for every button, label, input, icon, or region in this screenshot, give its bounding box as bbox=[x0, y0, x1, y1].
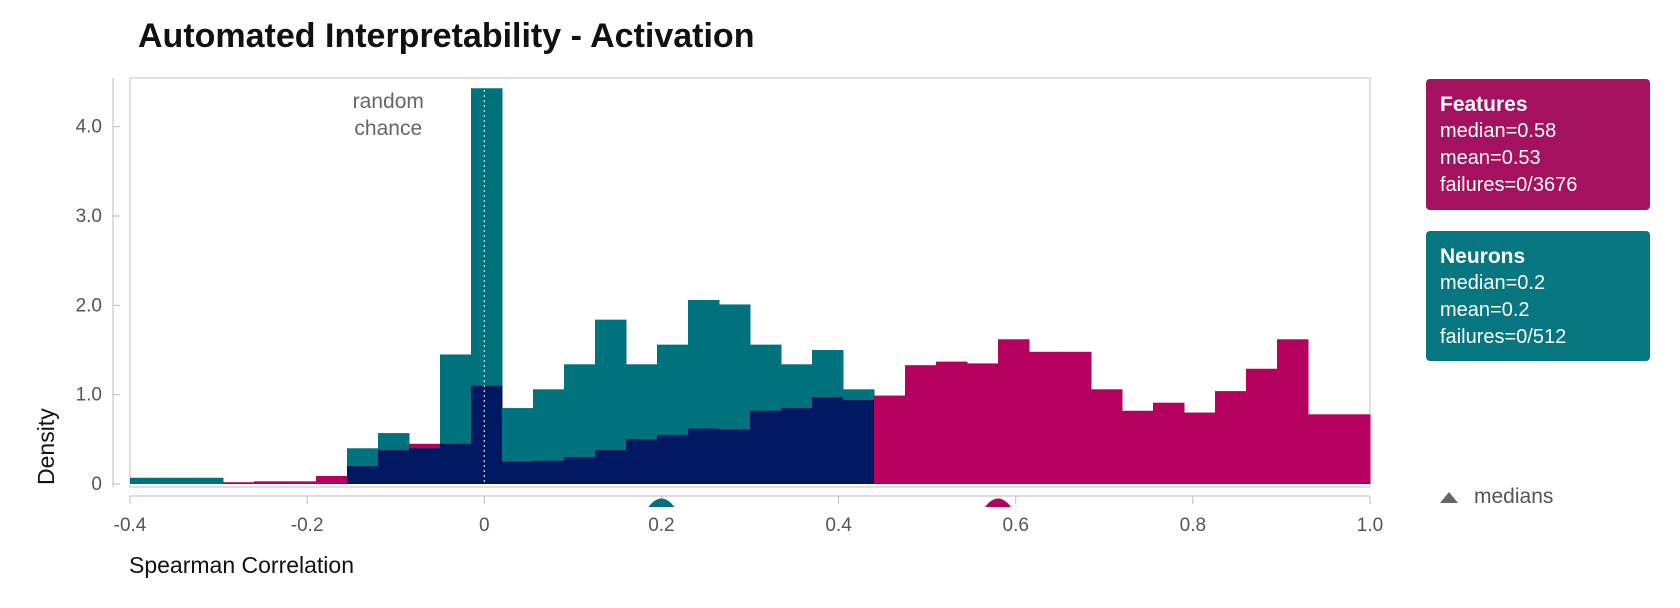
features-bar bbox=[998, 339, 1030, 484]
y-tick-label: 4.0 bbox=[76, 117, 102, 138]
overlap-bar bbox=[657, 434, 689, 484]
features-bar bbox=[254, 481, 286, 484]
y-axis-title: Density bbox=[33, 408, 59, 485]
x-tick-label: 0.8 bbox=[1180, 515, 1206, 536]
medians-key-label: medians bbox=[1474, 485, 1554, 508]
y-tick-label: 0 bbox=[91, 474, 102, 495]
histogram-bars bbox=[130, 88, 1371, 485]
features-bar bbox=[967, 363, 999, 484]
neurons-bar bbox=[161, 477, 193, 484]
overlap-bar bbox=[347, 466, 379, 484]
features-bar bbox=[1060, 351, 1092, 484]
overlap-bar bbox=[564, 457, 596, 484]
features-bar bbox=[1277, 339, 1309, 484]
features-bar bbox=[874, 395, 906, 484]
features-bar bbox=[1308, 414, 1340, 484]
x-tick-label: 0.4 bbox=[825, 515, 852, 536]
features-bar bbox=[905, 365, 937, 484]
overlap-bar bbox=[502, 461, 534, 484]
random-chance-label-line1: random bbox=[353, 90, 424, 113]
y-tick-label: 1.0 bbox=[76, 385, 102, 406]
overlap-bar bbox=[719, 429, 751, 484]
features-bar bbox=[1339, 414, 1371, 484]
x-axis-title: Spearman Correlation bbox=[129, 552, 354, 578]
legend-neurons: Neurons median=0.2 mean=0.2 failures=0/5… bbox=[1426, 231, 1650, 361]
legend-neurons-mean: mean=0.2 bbox=[1440, 299, 1530, 321]
random-chance-label-line2: chance bbox=[354, 117, 422, 140]
features-bar bbox=[936, 361, 968, 484]
x-tick-label: -0.4 bbox=[114, 515, 147, 536]
y-tick-label: 3.0 bbox=[76, 206, 102, 227]
legend-features-failures: failures=0/3676 bbox=[1440, 174, 1578, 196]
features-bar bbox=[1153, 402, 1185, 484]
chart-title: Automated Interpretability - Activation bbox=[138, 17, 754, 55]
features-bar bbox=[316, 475, 348, 484]
overlap-bar bbox=[409, 448, 441, 484]
medians-key: medians bbox=[1440, 485, 1553, 509]
x-tick-label: 0.2 bbox=[648, 515, 674, 536]
x-tick-label: 0.6 bbox=[1003, 515, 1029, 536]
legend-features-title: Features bbox=[1440, 93, 1528, 116]
features-bar bbox=[1091, 389, 1123, 484]
legend-neurons-title: Neurons bbox=[1440, 245, 1526, 268]
overlap-bar bbox=[440, 443, 472, 484]
legend-neurons-failures: failures=0/512 bbox=[1440, 326, 1567, 348]
neurons-median-marker bbox=[648, 498, 675, 507]
features-bar bbox=[1122, 410, 1154, 484]
features-bar bbox=[1246, 368, 1278, 484]
legend-neurons-median: median=0.2 bbox=[1440, 272, 1546, 294]
features-bar bbox=[1029, 351, 1061, 484]
legend-features: Features median=0.58 mean=0.53 failures=… bbox=[1426, 79, 1650, 210]
features-bar bbox=[1184, 412, 1216, 484]
median-triangle-icon bbox=[1440, 491, 1458, 503]
x-tick-label: 1.0 bbox=[1357, 515, 1383, 536]
y-axis: 0 1.0 2.0 3.0 4.0 bbox=[76, 78, 120, 495]
features-bar bbox=[223, 482, 255, 484]
x-axis: -0.4 -0.2 0 0.2 0.4 0.6 0.8 1.0 bbox=[114, 495, 1383, 536]
x-tick-label: 0 bbox=[479, 515, 490, 536]
overlap-bar bbox=[471, 385, 503, 484]
overlap-bar bbox=[812, 397, 844, 484]
y-tick-label: 2.0 bbox=[76, 295, 102, 316]
overlap-bar bbox=[533, 460, 565, 484]
overlap-bar bbox=[688, 428, 720, 484]
neurons-bar bbox=[130, 477, 162, 484]
x-tick-label: -0.2 bbox=[291, 515, 324, 536]
legend-features-median: median=0.58 bbox=[1440, 120, 1557, 142]
neurons-bar bbox=[192, 477, 224, 484]
legend-features-mean: mean=0.53 bbox=[1440, 147, 1541, 169]
overlap-bar bbox=[750, 410, 782, 484]
features-bar bbox=[285, 481, 317, 484]
plot-frame bbox=[129, 77, 1371, 488]
features-median-marker bbox=[985, 498, 1011, 507]
overlap-bar bbox=[626, 439, 658, 484]
overlap-bar bbox=[843, 400, 875, 484]
overlap-bar bbox=[595, 450, 627, 484]
overlap-bar bbox=[781, 408, 813, 484]
features-bar bbox=[1215, 391, 1247, 484]
median-markers bbox=[648, 498, 1011, 507]
overlap-bar bbox=[378, 450, 410, 484]
